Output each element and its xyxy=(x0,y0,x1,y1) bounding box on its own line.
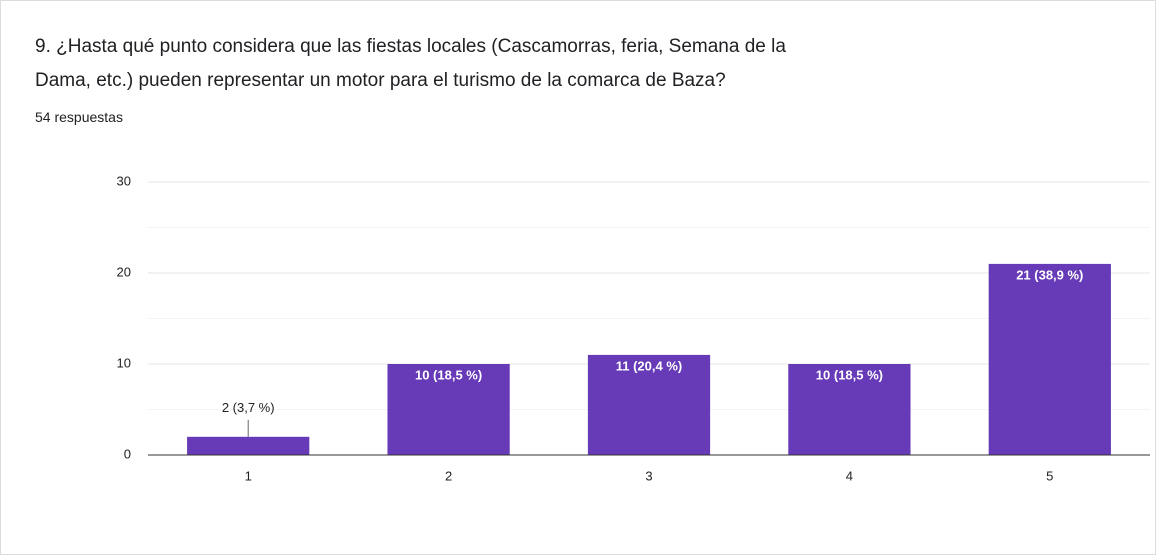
response-count: 54 respuestas xyxy=(35,109,123,125)
x-tick-label: 5 xyxy=(1046,468,1053,483)
y-tick-label: 30 xyxy=(117,173,131,188)
value-label: 10 (18,5 %) xyxy=(415,367,482,382)
x-tick-label: 3 xyxy=(645,468,652,483)
value-label: 10 (18,5 %) xyxy=(816,367,883,382)
bar xyxy=(587,354,711,455)
x-tick-label: 1 xyxy=(245,468,252,483)
y-tick-label: 20 xyxy=(117,264,131,279)
bar xyxy=(988,263,1111,455)
chart-title: 9. ¿Hasta qué punto considera que las fi… xyxy=(35,36,786,57)
value-label: 2 (3,7 %) xyxy=(222,400,275,415)
y-tick-label: 10 xyxy=(117,355,131,370)
bar xyxy=(387,364,510,455)
y-tick-label: 0 xyxy=(124,446,131,461)
bar xyxy=(187,436,310,455)
x-tick-label: 4 xyxy=(846,468,853,483)
value-label: 21 (38,9 %) xyxy=(1016,267,1083,282)
value-label: 11 (20,4 %) xyxy=(616,358,683,373)
bar xyxy=(788,364,911,455)
chart-title: Dama, etc.) pueden representar un motor … xyxy=(35,70,726,91)
x-tick-label: 2 xyxy=(445,468,452,483)
